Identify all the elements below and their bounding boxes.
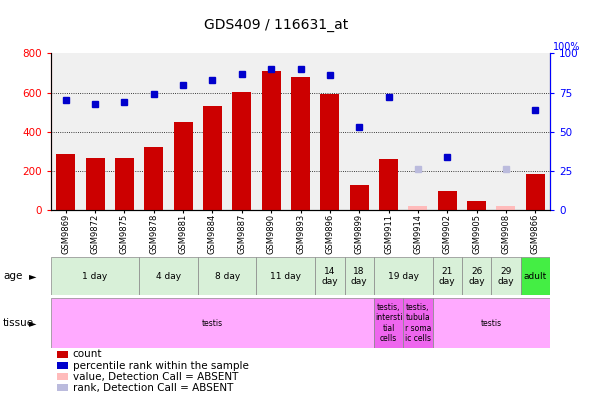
- Text: 19 day: 19 day: [388, 272, 419, 281]
- Text: count: count: [73, 349, 102, 360]
- Text: testis,
tubula
r soma
ic cells: testis, tubula r soma ic cells: [404, 303, 431, 343]
- Text: rank, Detection Call = ABSENT: rank, Detection Call = ABSENT: [73, 383, 233, 393]
- Text: 29
day: 29 day: [498, 267, 514, 286]
- Text: 18
day: 18 day: [351, 267, 367, 286]
- Text: adult: adult: [523, 272, 547, 281]
- Bar: [520, 257, 550, 295]
- Bar: [438, 191, 457, 210]
- Bar: [315, 257, 344, 295]
- Bar: [115, 158, 134, 210]
- Bar: [496, 206, 516, 210]
- Text: 26
day: 26 day: [468, 267, 485, 286]
- Text: testis: testis: [202, 319, 223, 327]
- Bar: [344, 257, 374, 295]
- Bar: [85, 158, 105, 210]
- Bar: [51, 257, 139, 295]
- Bar: [257, 257, 315, 295]
- Text: tissue: tissue: [3, 318, 34, 328]
- Bar: [350, 185, 369, 210]
- Text: testis,
intersti
tial
cells: testis, intersti tial cells: [375, 303, 402, 343]
- Text: age: age: [3, 271, 22, 281]
- Bar: [374, 298, 403, 348]
- Text: GDS409 / 116631_at: GDS409 / 116631_at: [204, 18, 349, 32]
- Text: 1 day: 1 day: [82, 272, 108, 281]
- Bar: [56, 154, 75, 210]
- Text: 100%: 100%: [553, 42, 580, 52]
- Text: ►: ►: [29, 271, 36, 281]
- Bar: [198, 257, 257, 295]
- Text: ►: ►: [29, 318, 36, 328]
- Bar: [491, 257, 520, 295]
- Bar: [291, 77, 310, 210]
- Bar: [144, 147, 163, 210]
- Bar: [467, 201, 486, 210]
- Bar: [261, 71, 281, 210]
- Bar: [408, 206, 427, 210]
- Bar: [139, 257, 198, 295]
- Bar: [462, 257, 491, 295]
- Bar: [174, 122, 193, 210]
- Text: 14
day: 14 day: [322, 267, 338, 286]
- Text: 11 day: 11 day: [270, 272, 301, 281]
- Bar: [232, 91, 251, 210]
- Bar: [403, 298, 433, 348]
- Bar: [433, 298, 550, 348]
- Text: 4 day: 4 day: [156, 272, 181, 281]
- Bar: [320, 93, 340, 210]
- Bar: [51, 298, 374, 348]
- Bar: [526, 174, 545, 210]
- Bar: [203, 106, 222, 210]
- Text: testis: testis: [481, 319, 502, 327]
- Text: 21
day: 21 day: [439, 267, 456, 286]
- Bar: [374, 257, 433, 295]
- Text: value, Detection Call = ABSENT: value, Detection Call = ABSENT: [73, 371, 238, 382]
- Text: percentile rank within the sample: percentile rank within the sample: [73, 360, 249, 371]
- Bar: [379, 159, 398, 210]
- Text: 8 day: 8 day: [215, 272, 240, 281]
- Bar: [433, 257, 462, 295]
